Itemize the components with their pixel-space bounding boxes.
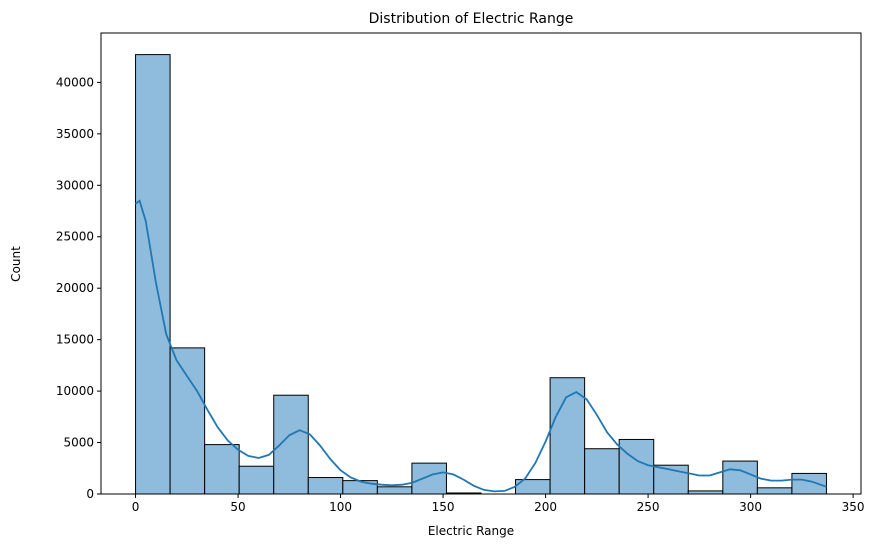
y-tick-label: 40000 (56, 75, 94, 89)
histogram-bars (135, 54, 827, 495)
y-tick-label: 30000 (56, 178, 94, 192)
histogram-bar-5 (307, 477, 344, 495)
x-tick-label: 250 (637, 500, 660, 514)
x-axis-ticks: 0 50 100 150 200 250 300 350 (132, 494, 865, 514)
histogram-bar-7 (376, 486, 413, 495)
histogram-bar-6 (342, 480, 378, 495)
y-tick-label: 15000 (56, 333, 94, 347)
x-tick-label: 0 (132, 500, 140, 514)
histogram-bar-13 (584, 448, 620, 495)
y-tick-label: 35000 (56, 127, 94, 141)
y-tick-label: 5000 (63, 436, 94, 450)
x-tick-label: 50 (230, 500, 245, 514)
histogram-bar-3 (238, 465, 275, 495)
histogram-bar-17 (722, 460, 758, 495)
x-tick-label: 300 (739, 500, 762, 514)
histogram-bar-19 (791, 472, 827, 495)
histogram-bar-0 (135, 54, 171, 495)
histogram-bar-1 (169, 347, 206, 495)
x-tick-label: 100 (329, 500, 352, 514)
y-axis-label: Count (9, 246, 23, 282)
y-tick-label: 20000 (56, 281, 94, 295)
chart-title: Distribution of Electric Range (369, 11, 574, 27)
x-tick-label: 200 (534, 500, 557, 514)
histogram-bar-2 (204, 444, 240, 495)
y-tick-label: 10000 (56, 384, 94, 398)
y-tick-label: 25000 (56, 230, 94, 244)
plot-frame (100, 32, 862, 495)
y-axis-ticks: 0 5000 10000 15000 20000 25000 30000 35000 40000 (56, 75, 101, 501)
x-axis-label: Electric Range (428, 524, 514, 538)
histogram-bar-14 (618, 438, 655, 495)
kde-curve (134, 199, 827, 493)
y-tick-label: 0 (86, 487, 94, 501)
x-tick-label: 150 (432, 500, 455, 514)
histogram-bar-18 (756, 487, 793, 495)
x-tick-label: 350 (842, 500, 865, 514)
histogram-bar-8 (411, 462, 447, 495)
